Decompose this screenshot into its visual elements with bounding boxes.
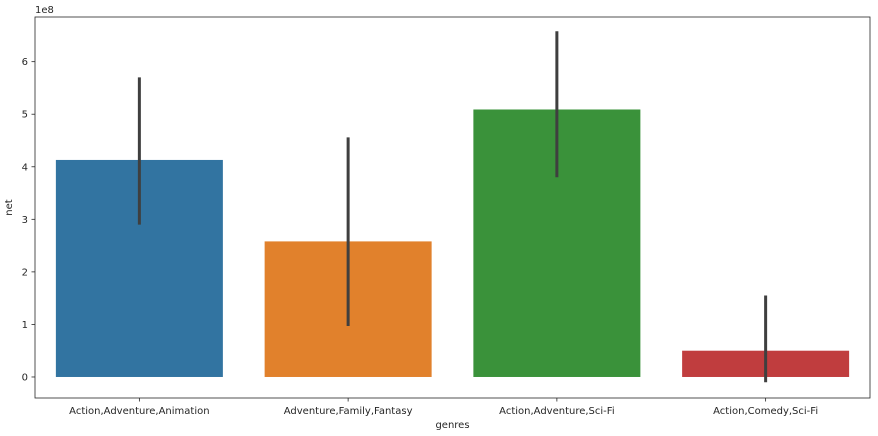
x-axis-label: genres: [435, 420, 469, 431]
y-tick-label: 4: [22, 162, 28, 173]
x-tick-label: Action,Comedy,Sci-Fi: [713, 406, 818, 417]
y-tick-label: 2: [22, 267, 28, 278]
error-bars-group: [137, 31, 768, 383]
x-tick-label: Action,Adventure,Animation: [69, 406, 209, 417]
y-tick-label: 0: [22, 372, 28, 383]
x-tick-label: Adventure,Family,Fantasy: [284, 406, 413, 417]
y-axis-offset-label: 1e8: [35, 5, 54, 16]
x-tick-label: Action,Adventure,Sci-Fi: [499, 406, 614, 417]
y-tick-label: 6: [22, 57, 28, 68]
bars-group: [55, 109, 850, 377]
y-axis-label: net: [4, 199, 15, 215]
x-axis: Action,Adventure,Animation Adventure,Fami…: [69, 398, 818, 417]
y-tick-label: 3: [22, 215, 28, 226]
y-tick-label: 1: [22, 320, 28, 331]
y-axis: 0 1 2 3 4 5 6: [22, 57, 35, 383]
plot-area-frame: [34, 16, 871, 399]
y-tick-label: 5: [22, 110, 28, 121]
